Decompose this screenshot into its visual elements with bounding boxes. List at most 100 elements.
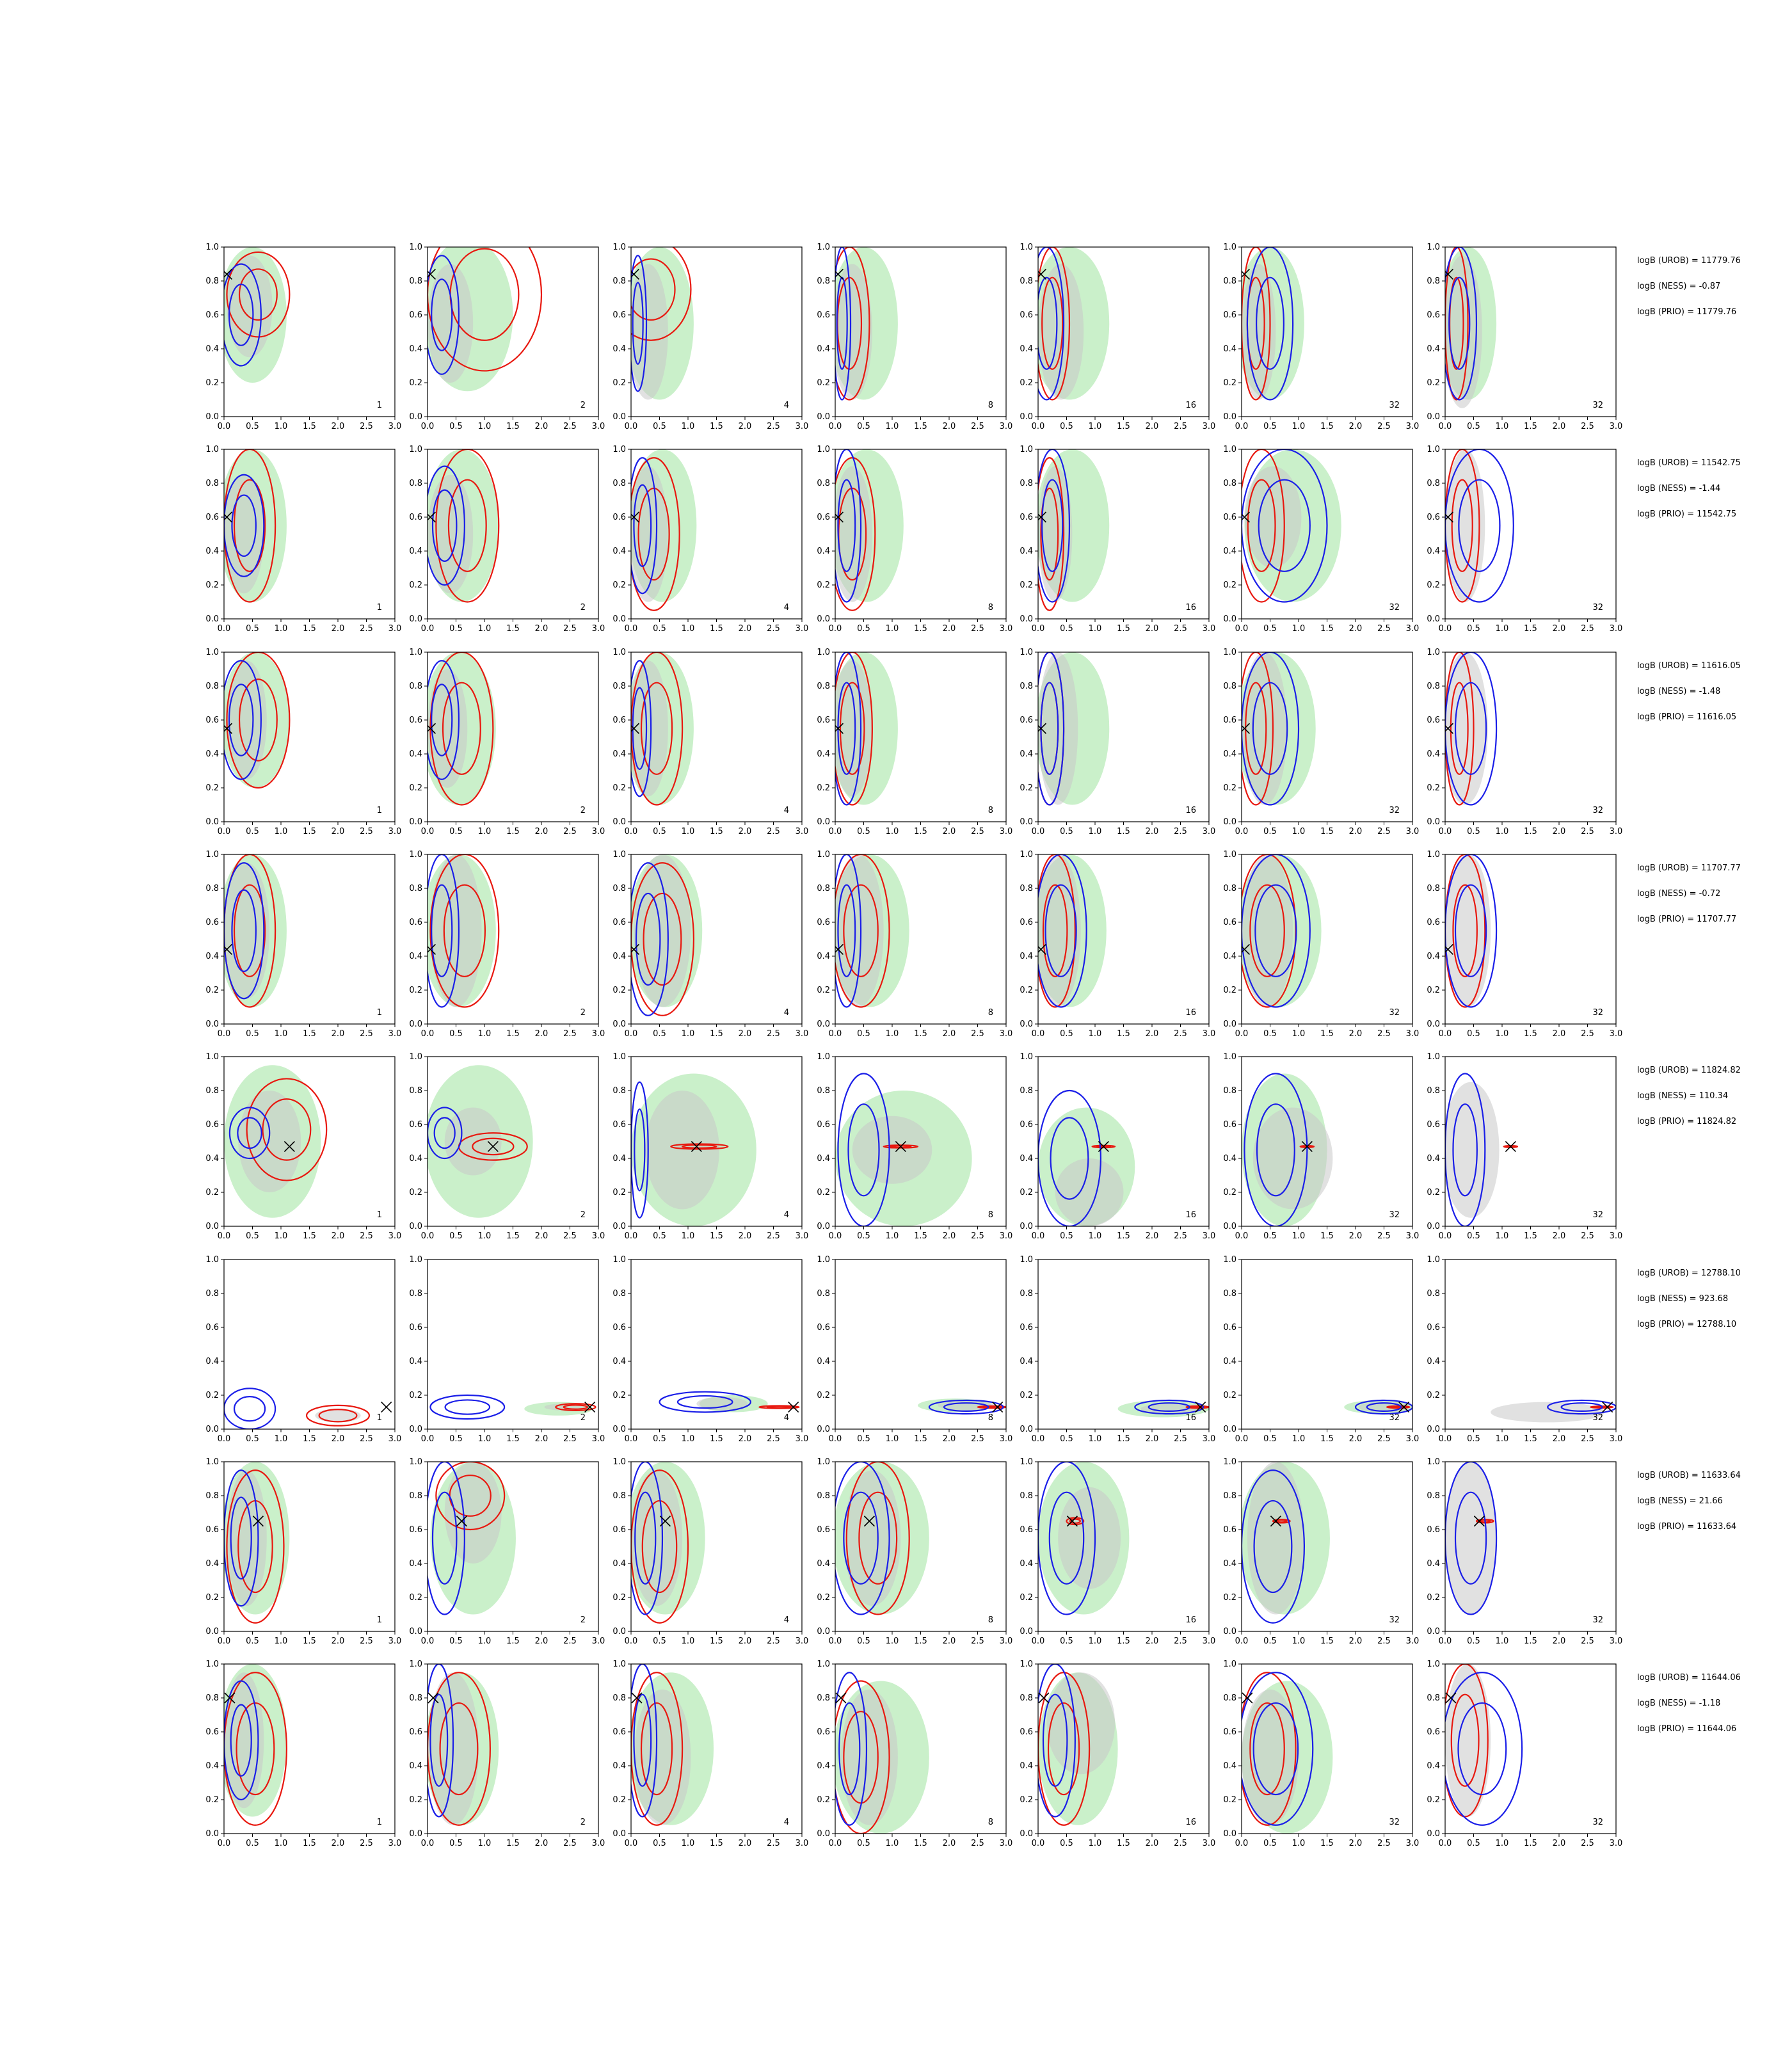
- gray-density: [1242, 652, 1288, 805]
- x-tick-label: 2.5: [1581, 624, 1594, 634]
- blue-contour-outer: [631, 660, 652, 797]
- x-tick-label: 2.0: [1146, 422, 1159, 431]
- y-tick-label: 1.0: [1427, 1052, 1440, 1062]
- panel-label: 8: [988, 806, 993, 815]
- red-contour-outer: [631, 1469, 689, 1624]
- y-tick-label: 0.0: [612, 1222, 626, 1231]
- blue-contour-inner: [676, 1395, 733, 1409]
- x-tick-label: 0.0: [1235, 1839, 1249, 1848]
- y-tick-label: 0.4: [817, 344, 830, 354]
- x-tick-label: 1.5: [303, 1231, 316, 1241]
- logb-label: logB (PRIO) = 11644.06: [1637, 1724, 1736, 1734]
- blue-contour-outer: [224, 1388, 276, 1429]
- y-tick-label: 0.2: [1223, 378, 1236, 388]
- y-tick-label: 0.4: [1427, 1357, 1440, 1366]
- panel-label: 32: [1592, 401, 1603, 410]
- panel-plot: [224, 1065, 328, 1218]
- y-tick-label: 1.0: [409, 648, 422, 657]
- panel-plot: [1445, 449, 1514, 603]
- y-tick-label: 0.8: [409, 1086, 422, 1096]
- y-tick-label: 1.0: [409, 1660, 422, 1669]
- x-tick-label: 2.0: [1553, 827, 1566, 836]
- blue-contour-outer: [1038, 449, 1071, 603]
- logb-label: logB (NESS) = -0.72: [1637, 889, 1720, 899]
- x-tick-label: 0.0: [1032, 1029, 1045, 1039]
- panel-label: 32: [1592, 806, 1603, 815]
- x-tick-label: 1.0: [478, 1029, 492, 1039]
- y-tick-label: 1.0: [205, 445, 219, 454]
- x-tick-label: 2.5: [1174, 1636, 1187, 1646]
- red-contour-inner: [766, 1405, 792, 1409]
- red-contour-outer: [631, 457, 680, 611]
- y-tick-label: 0.0: [409, 1627, 422, 1636]
- y-tick-label: 0.6: [409, 918, 422, 927]
- panel-plot: [1242, 1672, 1333, 1834]
- y-tick-label: 0.4: [1427, 1154, 1440, 1164]
- y-tick-label: 1.0: [409, 445, 422, 454]
- y-tick-label: 0.8: [1427, 682, 1440, 691]
- truth-marker: [895, 1140, 906, 1153]
- gray-density: [634, 854, 691, 1007]
- panel-plot: [1242, 1462, 1330, 1624]
- gray-density: [1445, 1462, 1497, 1615]
- y-tick-label: 1.0: [409, 1255, 422, 1265]
- x-tick-label: 2.5: [1174, 1434, 1187, 1444]
- y-tick-label: 0.6: [612, 1727, 626, 1737]
- x-tick-label: 1.5: [1117, 1029, 1130, 1039]
- y-tick-label: 0.8: [1223, 1289, 1236, 1299]
- y-tick-label: 0.4: [1020, 1154, 1033, 1164]
- y-tick-label: 0.8: [1223, 479, 1236, 488]
- x-tick-label: 1.5: [303, 1434, 316, 1444]
- x-tick-label: 0.5: [1263, 422, 1277, 431]
- x-tick-label: 2.5: [971, 1029, 984, 1039]
- x-tick-label: 0.5: [1060, 1434, 1073, 1444]
- x-tick-label: 3.0: [1406, 1231, 1420, 1241]
- blue-contour-inner: [429, 1693, 449, 1787]
- y-tick-label: 0.2: [1020, 1391, 1033, 1400]
- red-contour-outer: [224, 1672, 287, 1826]
- red-contour-outer: [224, 449, 276, 603]
- blue-contour-inner: [444, 1399, 491, 1415]
- red-contour-outer: [1242, 1672, 1297, 1826]
- logb-label: logB (PRIO) = 11824.82: [1637, 1117, 1736, 1126]
- y-tick-label: 0.0: [1223, 1222, 1236, 1231]
- x-tick-label: 2.0: [739, 1434, 752, 1444]
- panel-label: 32: [1389, 1615, 1400, 1625]
- y-tick-label: 0.2: [612, 1188, 626, 1197]
- y-tick-label: 0.2: [409, 378, 422, 388]
- y-tick-label: 0.2: [817, 378, 830, 388]
- blue-contour-outer: [224, 862, 265, 1000]
- x-tick-label: 1.5: [914, 1636, 927, 1646]
- x-tick-label: 1.5: [506, 624, 520, 634]
- y-tick-label: 0.2: [1427, 986, 1440, 995]
- x-tick-label: 3.0: [1000, 624, 1013, 634]
- x-tick-label: 0.5: [449, 1434, 463, 1444]
- truth-marker: [224, 511, 233, 521]
- x-tick-label: 1.0: [275, 1029, 288, 1039]
- truth-marker: [992, 1401, 1004, 1413]
- blue-contour-inner: [228, 684, 254, 756]
- x-tick-label: 0.5: [449, 827, 463, 836]
- y-tick-label: 0.8: [1223, 276, 1236, 286]
- x-tick-label: 2.0: [1146, 827, 1159, 836]
- red-contour-outer: [1242, 449, 1285, 603]
- blue-contour-inner: [1256, 276, 1284, 370]
- blue-contour-outer: [1445, 1672, 1523, 1826]
- x-tick-label: 3.0: [1000, 1434, 1013, 1444]
- blue-contour-inner: [431, 1491, 458, 1585]
- panel-plot: [428, 1664, 499, 1826]
- panel-label: 4: [784, 806, 789, 815]
- x-tick-label: 3.0: [796, 624, 809, 634]
- panel-plot: [1242, 652, 1316, 806]
- y-tick-label: 0.2: [409, 1795, 422, 1805]
- y-tick-label: 0.2: [1223, 1391, 1236, 1400]
- panel-plot: [631, 1664, 714, 1826]
- x-tick-label: 0.0: [829, 422, 842, 431]
- y-tick-label: 0.2: [1223, 1795, 1236, 1805]
- x-tick-label: 0.5: [653, 1029, 666, 1039]
- panel-plot: [428, 1462, 516, 1615]
- panel-label: 16: [1185, 806, 1196, 815]
- blue-contour-outer: [835, 854, 862, 1008]
- panel: 0.0 0.5 1.0 1.5 2.0 2.5 3.0 0.0 0.2 0.4 0.6 0.8 1.0 4: [612, 1255, 808, 1444]
- x-tick-label: 3.0: [1000, 827, 1013, 836]
